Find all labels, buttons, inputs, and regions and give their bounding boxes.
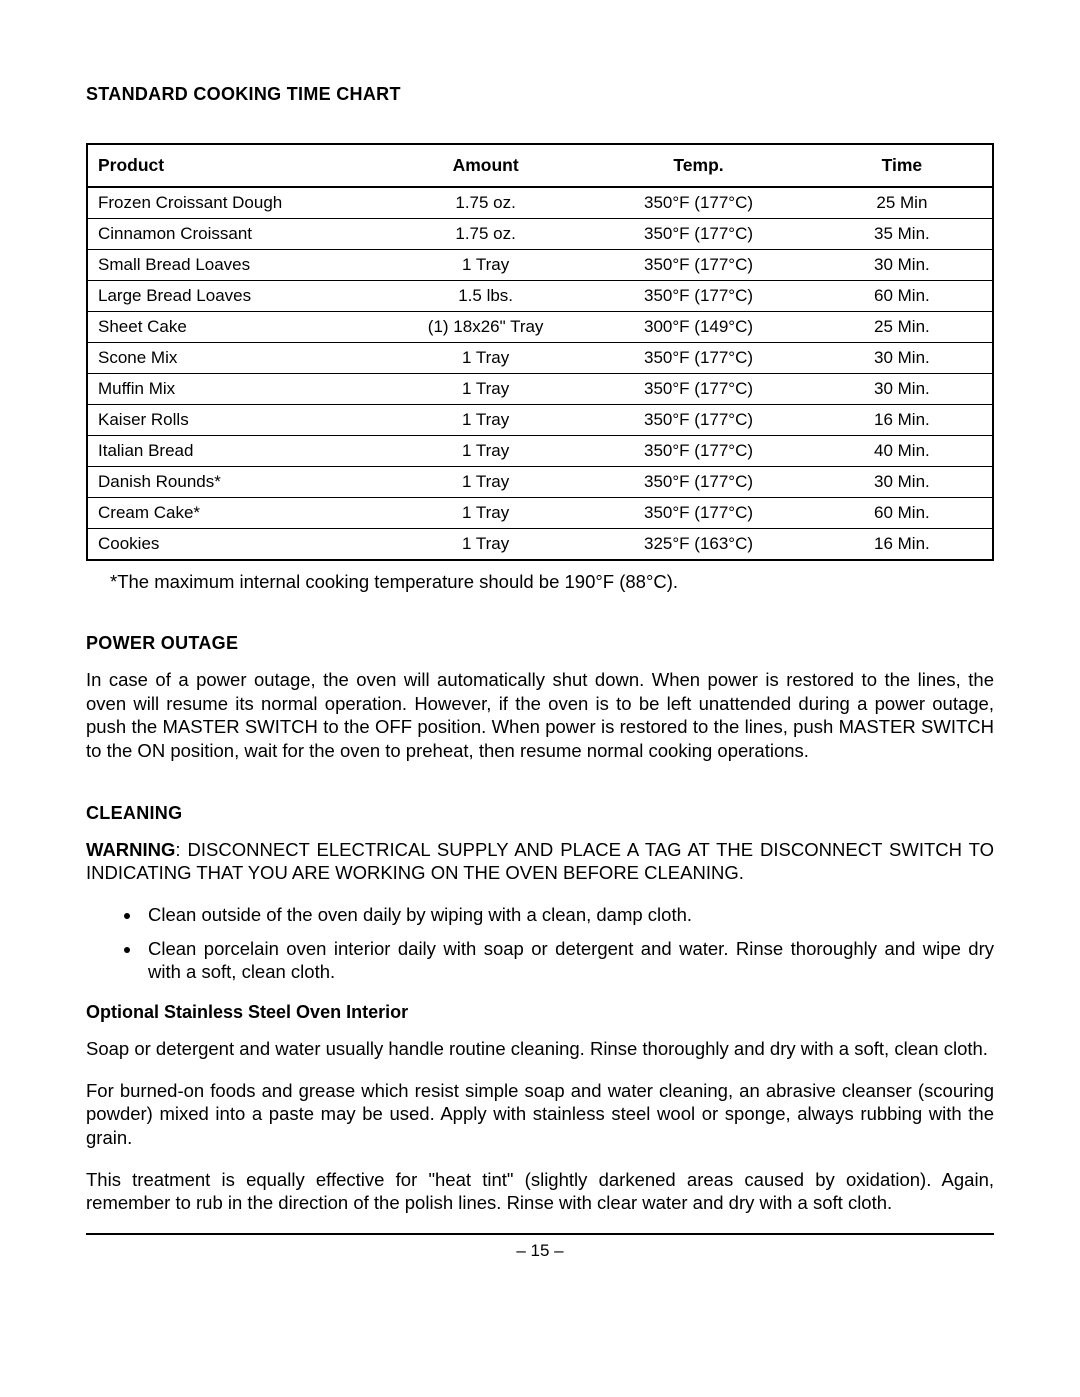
manual-page: STANDARD COOKING TIME CHART Product Amou… xyxy=(0,0,1080,1301)
table-cell: 30 Min. xyxy=(812,250,993,281)
table-row: Kaiser Rolls1 Tray350°F (177°C)16 Min. xyxy=(87,405,993,436)
table-cell: 350°F (177°C) xyxy=(585,281,812,312)
table-row: Danish Rounds*1 Tray350°F (177°C)30 Min. xyxy=(87,467,993,498)
table-cell: 1.75 oz. xyxy=(386,187,585,219)
col-header-amount: Amount xyxy=(386,144,585,187)
table-cell: 25 Min. xyxy=(812,312,993,343)
table-cell: 1 Tray xyxy=(386,467,585,498)
table-cell: Frozen Croissant Dough xyxy=(87,187,386,219)
col-header-temp: Temp. xyxy=(585,144,812,187)
power-outage-body: In case of a power outage, the oven will… xyxy=(86,668,994,763)
list-item: Clean porcelain oven interior daily with… xyxy=(142,937,994,984)
table-cell: Muffin Mix xyxy=(87,374,386,405)
table-cell: 350°F (177°C) xyxy=(585,187,812,219)
cooking-time-table: Product Amount Temp. Time Frozen Croissa… xyxy=(86,143,994,561)
col-header-product: Product xyxy=(87,144,386,187)
cleaning-bullet-list: Clean outside of the oven daily by wipin… xyxy=(86,903,994,984)
col-header-time: Time xyxy=(812,144,993,187)
optional-p2: For burned-on foods and grease which res… xyxy=(86,1079,994,1150)
table-row: Scone Mix1 Tray350°F (177°C)30 Min. xyxy=(87,343,993,374)
table-cell: Scone Mix xyxy=(87,343,386,374)
table-cell: 350°F (177°C) xyxy=(585,467,812,498)
page-divider xyxy=(86,1233,994,1235)
page-number: – 15 – xyxy=(86,1241,994,1261)
table-row: Cream Cake*1 Tray350°F (177°C)60 Min. xyxy=(87,498,993,529)
table-cell: 25 Min xyxy=(812,187,993,219)
table-cell: 1.5 lbs. xyxy=(386,281,585,312)
table-cell: Small Bread Loaves xyxy=(87,250,386,281)
table-cell: Kaiser Rolls xyxy=(87,405,386,436)
table-cell: Sheet Cake xyxy=(87,312,386,343)
optional-p1: Soap or detergent and water usually hand… xyxy=(86,1037,994,1061)
table-cell: 16 Min. xyxy=(812,405,993,436)
cleaning-heading: CLEANING xyxy=(86,803,994,824)
table-cell: 350°F (177°C) xyxy=(585,219,812,250)
table-row: Small Bread Loaves1 Tray350°F (177°C)30 … xyxy=(87,250,993,281)
table-cell: 30 Min. xyxy=(812,374,993,405)
table-cell: 35 Min. xyxy=(812,219,993,250)
table-cell: 350°F (177°C) xyxy=(585,374,812,405)
table-cell: 1 Tray xyxy=(386,374,585,405)
table-cell: 30 Min. xyxy=(812,343,993,374)
table-cell: 300°F (149°C) xyxy=(585,312,812,343)
table-cell: 350°F (177°C) xyxy=(585,405,812,436)
list-item: Clean outside of the oven daily by wipin… xyxy=(142,903,994,927)
table-cell: 350°F (177°C) xyxy=(585,250,812,281)
optional-p3: This treatment is equally effective for … xyxy=(86,1168,994,1215)
warning-label: WARNING xyxy=(86,839,175,860)
table-row: Cookies1 Tray325°F (163°C)16 Min. xyxy=(87,529,993,561)
warning-body: : DISCONNECT ELECTRICAL SUPPLY AND PLACE… xyxy=(86,839,994,884)
table-cell: (1) 18x26" Tray xyxy=(386,312,585,343)
table-cell: 1 Tray xyxy=(386,343,585,374)
table-cell: 60 Min. xyxy=(812,281,993,312)
table-cell: 1 Tray xyxy=(386,498,585,529)
table-cell: Italian Bread xyxy=(87,436,386,467)
table-row: Italian Bread1 Tray350°F (177°C)40 Min. xyxy=(87,436,993,467)
table-cell: 30 Min. xyxy=(812,467,993,498)
table-cell: 1 Tray xyxy=(386,529,585,561)
table-row: Sheet Cake(1) 18x26" Tray300°F (149°C)25… xyxy=(87,312,993,343)
table-cell: 1 Tray xyxy=(386,250,585,281)
table-header-row: Product Amount Temp. Time xyxy=(87,144,993,187)
cleaning-warning: WARNING: DISCONNECT ELECTRICAL SUPPLY AN… xyxy=(86,838,994,885)
table-cell: 16 Min. xyxy=(812,529,993,561)
table-cell: 350°F (177°C) xyxy=(585,498,812,529)
table-cell: Cream Cake* xyxy=(87,498,386,529)
power-outage-heading: POWER OUTAGE xyxy=(86,633,994,654)
cooking-chart-heading: STANDARD COOKING TIME CHART xyxy=(86,84,994,105)
table-cell: 1.75 oz. xyxy=(386,219,585,250)
table-cell: 350°F (177°C) xyxy=(585,343,812,374)
table-row: Frozen Croissant Dough1.75 oz.350°F (177… xyxy=(87,187,993,219)
table-row: Large Bread Loaves1.5 lbs.350°F (177°C)6… xyxy=(87,281,993,312)
table-cell: 1 Tray xyxy=(386,436,585,467)
table-cell: 1 Tray xyxy=(386,405,585,436)
optional-heading: Optional Stainless Steel Oven Interior xyxy=(86,1002,994,1023)
table-cell: Danish Rounds* xyxy=(87,467,386,498)
table-cell: 350°F (177°C) xyxy=(585,436,812,467)
table-cell: Large Bread Loaves xyxy=(87,281,386,312)
table-cell: 60 Min. xyxy=(812,498,993,529)
table-cell: Cinnamon Croissant xyxy=(87,219,386,250)
table-row: Cinnamon Croissant1.75 oz.350°F (177°C)3… xyxy=(87,219,993,250)
table-cell: Cookies xyxy=(87,529,386,561)
table-cell: 40 Min. xyxy=(812,436,993,467)
table-footnote: *The maximum internal cooking temperatur… xyxy=(110,571,994,593)
table-cell: 325°F (163°C) xyxy=(585,529,812,561)
table-row: Muffin Mix1 Tray350°F (177°C)30 Min. xyxy=(87,374,993,405)
